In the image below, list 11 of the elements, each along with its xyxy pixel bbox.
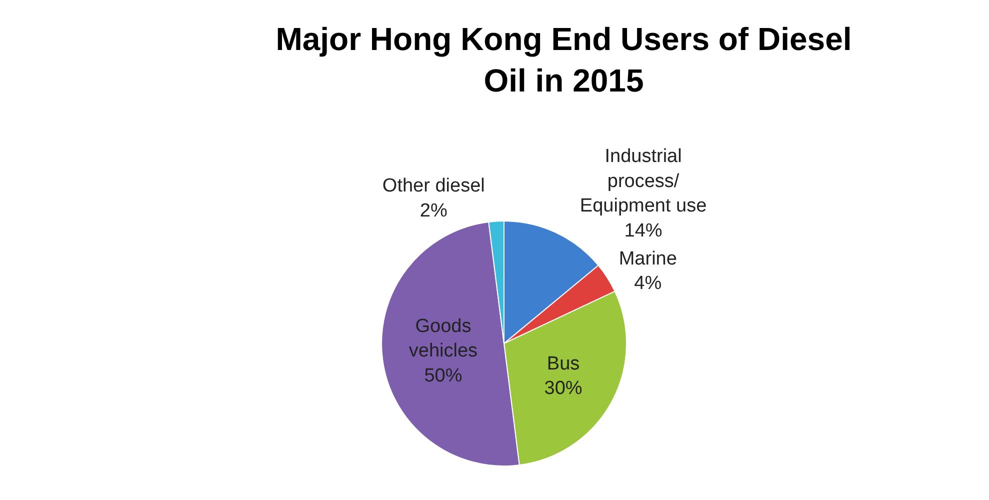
slice-label: Bus [546, 353, 580, 374]
data-label: 50% [424, 365, 462, 386]
data-label: 14% [624, 220, 662, 242]
slice-label: Marine [618, 248, 677, 270]
slice-label: Goods vehicles [408, 316, 478, 362]
slice-label: Industrial process/ Equipment use [580, 146, 707, 217]
data-label: 2% [420, 200, 448, 222]
data-label: 30% [544, 378, 582, 399]
slice-label: Other diesel [382, 176, 485, 197]
data-label: 4% [634, 273, 662, 294]
chart-title: Major Hong Kong End Users of Diesel Oil in 2015 [276, 21, 852, 99]
